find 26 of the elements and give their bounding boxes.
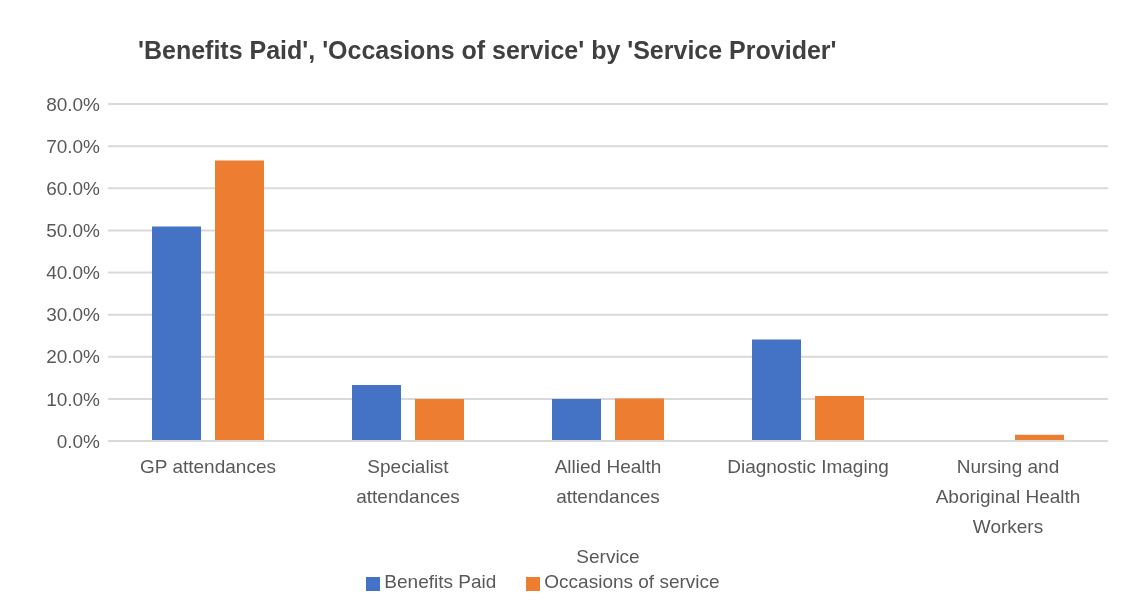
bar <box>352 384 401 441</box>
y-tick-label: 40.0% <box>46 262 101 284</box>
bar <box>552 398 601 441</box>
bar <box>215 160 264 441</box>
bar <box>752 339 801 441</box>
bar <box>815 395 864 441</box>
x-axis-title: Service <box>576 546 640 567</box>
y-tick-label: 80.0% <box>46 93 101 115</box>
bar <box>152 226 201 441</box>
y-tick-label: 30.0% <box>46 304 101 326</box>
x-tick-label: Allied Health attendances <box>554 456 662 507</box>
legend-label: Benefits Paid <box>384 571 497 592</box>
bar <box>415 398 464 441</box>
chart-title: 'Benefits Paid', 'Occasions of service' by 'Service Provider' <box>138 36 837 65</box>
x-tick-label: Specialist attendances <box>356 456 460 507</box>
x-tick-label: Nursing and Aboriginal Health Workers <box>935 456 1081 537</box>
legend-label: Occasions of service <box>544 571 720 592</box>
y-tick-label: 70.0% <box>46 135 101 157</box>
y-tick-label: 20.0% <box>46 346 101 368</box>
x-tick-label: GP attendances <box>140 456 276 477</box>
y-tick-label: 10.0% <box>46 388 101 410</box>
x-tick-label: Diagnostic Imaging <box>727 456 889 477</box>
y-tick-label: 50.0% <box>46 220 101 242</box>
y-tick-label: 60.0% <box>46 177 101 199</box>
bar <box>615 398 664 441</box>
y-tick-label: 0.0% <box>56 430 101 452</box>
